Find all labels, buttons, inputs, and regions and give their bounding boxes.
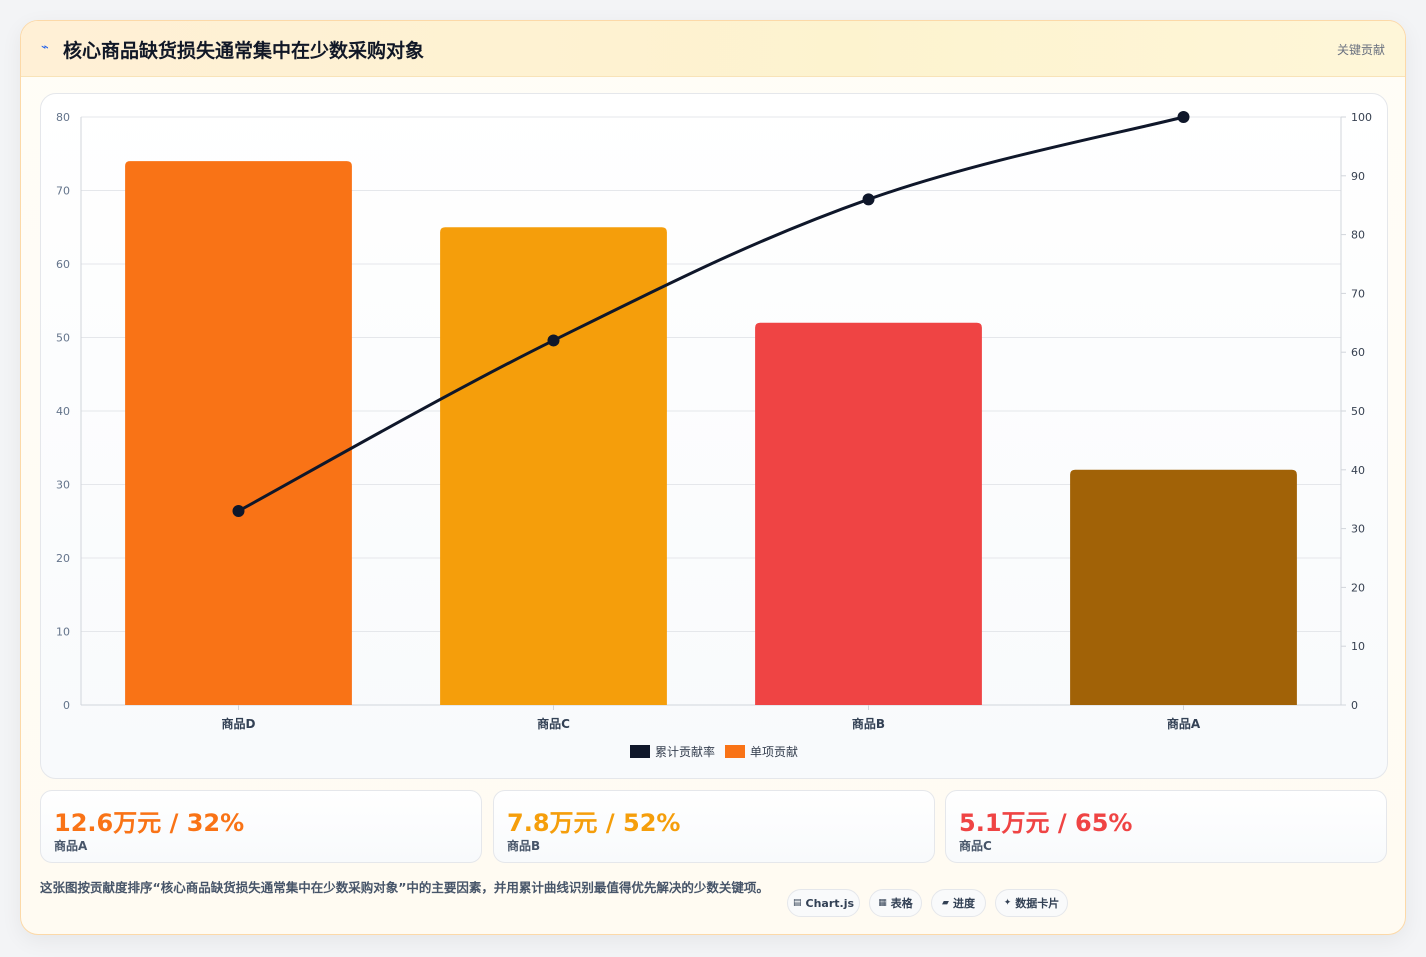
chart-icon: ▤ <box>792 898 802 908</box>
card-header: ⌁ 核心商品缺货损失通常集中在少数采购对象 关键贡献 <box>21 21 1405 77</box>
chip-table[interactable]: ▦ 表格 <box>869 889 922 917</box>
lightning-icon: ⌁ <box>41 40 49 55</box>
stat-label: 商品A <box>54 839 88 853</box>
y2-tick-label: 80 <box>1351 229 1365 242</box>
x-tick-label: 商品C <box>537 716 570 731</box>
y2-tick-label: 90 <box>1351 170 1365 183</box>
stat-value: 5.1万元 / 65% <box>959 809 1133 837</box>
cumulative-point <box>1177 111 1190 123</box>
y-tick-label: 80 <box>56 111 70 124</box>
sparkle-icon: ✦ <box>1003 898 1012 908</box>
stat-label: 商品C <box>959 839 992 853</box>
y-tick-label: 60 <box>56 258 70 271</box>
chip-label: Chart.js <box>805 896 855 910</box>
y-tick-label: 70 <box>56 185 70 198</box>
legend-label-cumulative: 累计贡献率 <box>654 744 715 759</box>
stat-card-b: 7.8万元 / 52% 商品B <box>493 790 935 863</box>
cumulative-point <box>547 334 560 347</box>
table-icon: ▦ <box>878 898 887 908</box>
bar <box>755 322 982 705</box>
stat-value: 7.8万元 / 52% <box>507 809 681 837</box>
chart-legend: 累计贡献率 单项贡献 <box>41 742 1387 760</box>
chip-datacard[interactable]: ✦ 数据卡片 <box>995 889 1068 917</box>
y2-tick-label: 40 <box>1351 464 1365 477</box>
stat-label: 商品B <box>507 839 541 853</box>
stat-value: 12.6万元 / 32% <box>54 809 245 837</box>
x-tick-label: 商品A <box>1167 716 1201 731</box>
chart-panel: 0 10 20 30 40 50 60 70 80 0 10 20 30 40 50 60 70 80 90 100 商… <box>40 93 1388 779</box>
legend-item-cumulative[interactable]: 累计贡献率 <box>629 742 715 760</box>
chip-chartjs[interactable]: ▤ Chart.js <box>787 889 860 917</box>
cumulative-point <box>232 504 245 517</box>
header-tag: 关键贡献 <box>1336 43 1385 57</box>
chip-label: 进度 <box>952 897 975 910</box>
y-tick-label: 40 <box>56 405 70 418</box>
bar <box>440 227 667 705</box>
y-tick-label: 10 <box>56 626 70 639</box>
x-tick-label: 商品D <box>222 716 256 731</box>
y-tick-label: 30 <box>56 479 70 492</box>
y2-tick-label: 60 <box>1351 346 1365 359</box>
y-tick-label: 20 <box>56 552 70 565</box>
y-tick-label: 0 <box>63 699 70 712</box>
card-title: 核心商品缺货损失通常集中在少数采购对象 <box>63 40 425 62</box>
y2-tick-label: 0 <box>1351 699 1358 712</box>
bar <box>1070 469 1297 705</box>
progress-icon: ▰ <box>942 898 949 908</box>
stat-card-a: 12.6万元 / 32% 商品A <box>40 790 482 863</box>
x-tick-label: 商品B <box>852 716 885 731</box>
chip-progress[interactable]: ▰ 进度 <box>931 889 986 917</box>
y2-tick-label: 30 <box>1351 523 1365 536</box>
cumulative-line <box>237 115 1184 513</box>
legend-item-single[interactable]: 单项贡献 <box>725 742 798 760</box>
y2-tick-label: 100 <box>1351 111 1372 124</box>
cumulative-point <box>862 193 875 206</box>
y2-tick-label: 20 <box>1351 581 1365 594</box>
stat-card-c: 5.1万元 / 65% 商品C <box>945 790 1387 863</box>
pareto-chart: 0 10 20 30 40 50 60 70 80 0 10 20 30 40 50 60 70 80 90 100 商… <box>56 111 1372 731</box>
y2-tick-label: 70 <box>1351 287 1365 300</box>
legend-label-single: 单项贡献 <box>750 744 799 759</box>
legend-swatch-cumulative <box>629 744 650 758</box>
y2-tick-label: 10 <box>1351 640 1365 653</box>
chip-label: 数据卡片 <box>1015 897 1060 910</box>
chart-description: 这张图按贡献度排序“核心商品缺货损失通常集中在少数采购对象”中的主要因素，并用累… <box>40 880 769 895</box>
bar <box>125 161 352 706</box>
y2-tick-label: 50 <box>1351 405 1365 418</box>
chip-label: 表格 <box>890 897 913 910</box>
chart-card: ⌁ 核心商品缺货损失通常集中在少数采购对象 关键贡献 0 10 20 30 40 50 60… <box>20 20 1406 935</box>
legend-swatch-single <box>725 744 745 758</box>
y-tick-label: 50 <box>56 332 70 345</box>
